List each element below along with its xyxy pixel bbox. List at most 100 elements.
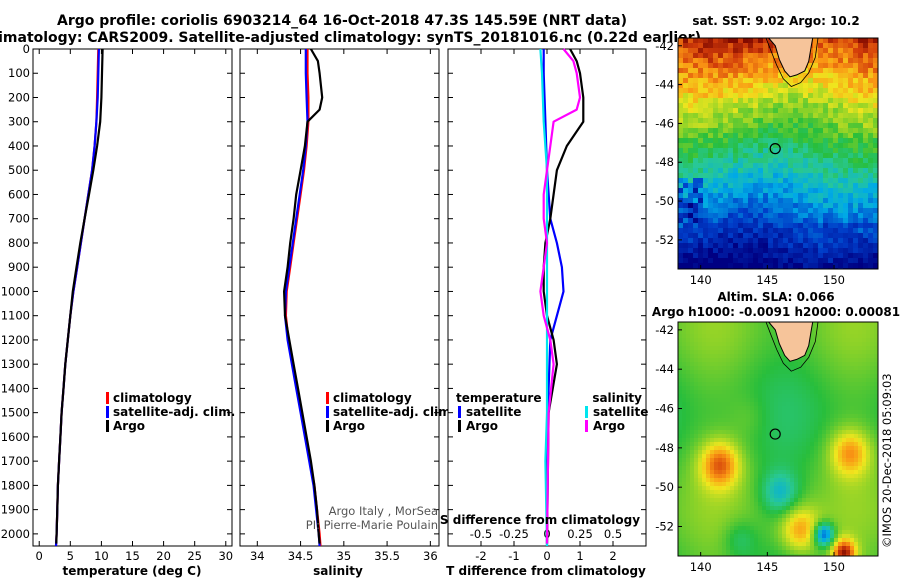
sla-cell	[862, 322, 867, 327]
sla-cell	[706, 518, 711, 523]
sst-cell	[678, 143, 684, 149]
sla-cell	[714, 522, 719, 527]
sla-cell	[730, 546, 735, 551]
sla-cell	[858, 354, 863, 359]
sst-cell	[788, 78, 794, 84]
sst-cell	[713, 133, 719, 139]
sst-cell	[783, 123, 789, 129]
sst-cell	[713, 143, 719, 149]
sla-cell	[686, 534, 691, 539]
depth-tick-label: 200	[8, 90, 30, 104]
sla-cell	[714, 526, 719, 531]
sla-cell	[682, 326, 687, 331]
sst-cell	[873, 83, 878, 89]
sla-cell	[694, 374, 699, 379]
sla-cell	[726, 462, 731, 467]
sst-cell	[723, 193, 729, 199]
sst-cell	[828, 208, 834, 214]
sst-cell	[743, 138, 749, 144]
sla-cell	[730, 382, 735, 387]
sst-cell	[818, 123, 824, 129]
sla-cell	[718, 442, 723, 447]
sla-cell	[758, 322, 763, 327]
sla-cell	[782, 450, 787, 455]
sst-cell	[793, 188, 799, 194]
sla-cell	[722, 386, 727, 391]
sst-cell	[843, 198, 849, 204]
sst-cell	[773, 253, 779, 259]
sla-cell	[694, 458, 699, 463]
sla-cell	[798, 422, 803, 427]
sst-cell	[688, 193, 694, 199]
sst-cell	[843, 73, 849, 79]
sla-cell	[810, 374, 815, 379]
sla-cell	[690, 386, 695, 391]
sla-cell	[858, 422, 863, 427]
sla-cell	[802, 386, 807, 391]
sla-cell	[790, 494, 795, 499]
sla-cell	[866, 442, 871, 447]
sla-cell	[686, 346, 691, 351]
sst-cell	[683, 108, 689, 114]
sst-cell	[758, 83, 764, 89]
sla-cell	[838, 422, 843, 427]
sst-cell	[763, 188, 769, 194]
sst-cell	[738, 108, 744, 114]
sst-cell	[743, 238, 749, 244]
sla-cell	[730, 430, 735, 435]
sla-cell	[802, 434, 807, 439]
sla-cell	[782, 494, 787, 499]
sla-cell	[738, 342, 743, 347]
sst-cell	[718, 168, 724, 174]
sla-cell	[818, 370, 823, 375]
sla-cell	[790, 458, 795, 463]
sla-cell	[762, 546, 767, 551]
sst-cell	[738, 248, 744, 254]
sst-cell	[818, 193, 824, 199]
sla-cell	[678, 374, 683, 379]
sla-cell	[702, 518, 707, 523]
sla-cell	[766, 414, 771, 419]
sst-cell	[698, 158, 704, 164]
sst-cell	[828, 158, 834, 164]
sla-cell	[714, 438, 719, 443]
sla-cell	[678, 490, 683, 495]
lat-tick-label: -46	[655, 116, 674, 130]
sst-cell	[838, 73, 844, 79]
sla-cell	[802, 406, 807, 411]
sla-cell	[810, 502, 815, 507]
sla-cell	[798, 494, 803, 499]
sst-cell	[713, 113, 719, 119]
legend-label-s-argo: Argo	[593, 419, 625, 433]
sla-cell	[766, 534, 771, 539]
sst-cell	[813, 98, 819, 104]
sla-cell	[722, 454, 727, 459]
sla-cell	[718, 522, 723, 527]
sst-cell	[688, 263, 694, 269]
sla-cell	[722, 442, 727, 447]
sst-cell	[818, 178, 824, 184]
sla-cell	[762, 426, 767, 431]
sla-cell	[786, 470, 791, 475]
sst-cell	[753, 118, 759, 124]
sst-cell	[798, 183, 804, 189]
sst-cell	[773, 198, 779, 204]
sla-cell	[686, 490, 691, 495]
sst-cell	[838, 258, 844, 264]
sst-cell	[778, 128, 784, 134]
sla-cell	[786, 526, 791, 531]
sla-cell	[830, 510, 835, 515]
sla-cell	[818, 466, 823, 471]
sla-cell	[738, 474, 743, 479]
sla-cell	[694, 386, 699, 391]
sst-cell	[713, 228, 719, 234]
sla-cell	[690, 502, 695, 507]
sla-cell	[686, 546, 691, 551]
sla-cell	[746, 334, 751, 339]
sla-cell	[726, 374, 731, 379]
sst-cell	[743, 143, 749, 149]
sla-cell	[742, 442, 747, 447]
sst-cell	[688, 228, 694, 234]
sst-cell	[833, 238, 839, 244]
sst-cell	[728, 73, 734, 79]
